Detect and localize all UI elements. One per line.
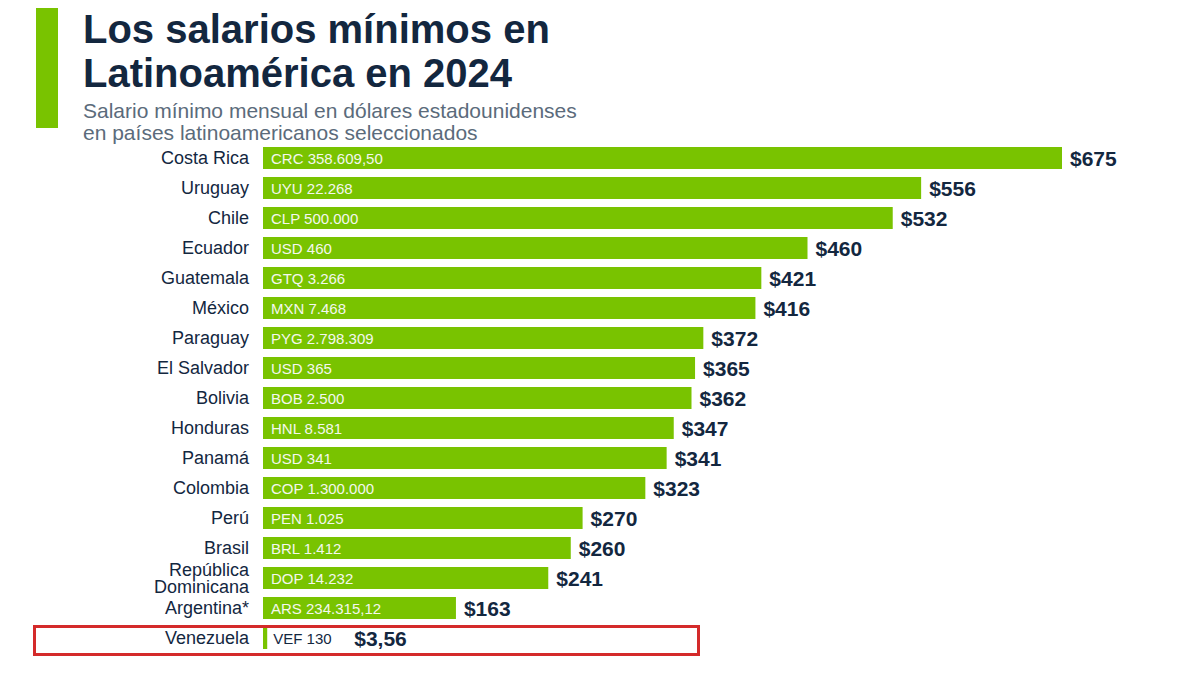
svg-text:Panamá: Panamá: [182, 448, 250, 468]
svg-text:UYU 22.268: UYU 22.268: [271, 180, 353, 197]
svg-text:ARS 234.315,12: ARS 234.315,12: [271, 600, 381, 617]
svg-text:Bolivia: Bolivia: [196, 388, 250, 408]
svg-text:$675: $675: [1070, 147, 1117, 170]
svg-text:$347: $347: [682, 417, 729, 440]
svg-text:República: República: [168, 559, 249, 580]
svg-text:Dominicana: Dominicana: [154, 577, 250, 597]
svg-text:Venezuela: Venezuela: [165, 628, 250, 648]
svg-text:Chile: Chile: [208, 208, 249, 228]
svg-text:GTQ 3.266: GTQ 3.266: [271, 270, 345, 287]
svg-text:$460: $460: [816, 237, 863, 260]
svg-text:$372: $372: [711, 327, 758, 350]
svg-text:USD 341: USD 341: [271, 450, 332, 467]
svg-text:BOB 2.500: BOB 2.500: [271, 390, 344, 407]
svg-text:CLP 500.000: CLP 500.000: [271, 210, 358, 227]
svg-text:HNL 8.581: HNL 8.581: [271, 420, 342, 437]
svg-text:Argentina*: Argentina*: [165, 598, 249, 618]
svg-text:$416: $416: [763, 297, 810, 320]
svg-text:México: México: [192, 298, 249, 318]
svg-text:$365: $365: [703, 357, 750, 380]
svg-text:USD 365: USD 365: [271, 360, 332, 377]
svg-text:Guatemala: Guatemala: [161, 268, 250, 288]
svg-text:Colombia: Colombia: [173, 478, 250, 498]
svg-text:Salario mínimo mensual en dóla: Salario mínimo mensual en dólares estado…: [83, 99, 577, 122]
svg-text:VEF 130: VEF 130: [273, 630, 331, 647]
svg-text:$241: $241: [556, 567, 603, 590]
svg-text:Paraguay: Paraguay: [172, 328, 249, 348]
svg-text:$3,56: $3,56: [354, 627, 407, 650]
svg-text:$532: $532: [901, 207, 948, 230]
svg-text:$260: $260: [579, 537, 626, 560]
svg-text:MXN 7.468: MXN 7.468: [271, 300, 346, 317]
svg-text:Uruguay: Uruguay: [181, 178, 249, 198]
svg-text:El Salvador: El Salvador: [157, 358, 249, 378]
svg-text:Latinoamérica en 2024: Latinoamérica en 2024: [83, 51, 513, 95]
svg-text:BRL 1.412: BRL 1.412: [271, 540, 341, 557]
svg-text:DOP 14.232: DOP 14.232: [271, 570, 353, 587]
svg-text:$362: $362: [700, 387, 747, 410]
svg-text:Brasil: Brasil: [204, 538, 249, 558]
svg-text:Los salarios mínimos en: Los salarios mínimos en: [83, 7, 550, 51]
svg-text:USD 460: USD 460: [271, 240, 332, 257]
svg-text:en países latinoamericanos sel: en países latinoamericanos seleccionados: [83, 121, 478, 144]
svg-text:CRC 358.609,50: CRC 358.609,50: [271, 150, 383, 167]
svg-text:Ecuador: Ecuador: [182, 238, 249, 258]
svg-text:PEN 1.025: PEN 1.025: [271, 510, 344, 527]
svg-text:COP 1.300.000: COP 1.300.000: [271, 480, 374, 497]
svg-text:Costa Rica: Costa Rica: [161, 148, 250, 168]
svg-text:PYG 2.798.309: PYG 2.798.309: [271, 330, 374, 347]
svg-text:Perú: Perú: [211, 508, 249, 528]
svg-text:Honduras: Honduras: [171, 418, 249, 438]
svg-text:$421: $421: [769, 267, 816, 290]
svg-text:$556: $556: [929, 177, 976, 200]
svg-text:$341: $341: [675, 447, 722, 470]
svg-text:$270: $270: [591, 507, 638, 530]
svg-text:$163: $163: [464, 597, 511, 620]
svg-text:$323: $323: [653, 477, 700, 500]
